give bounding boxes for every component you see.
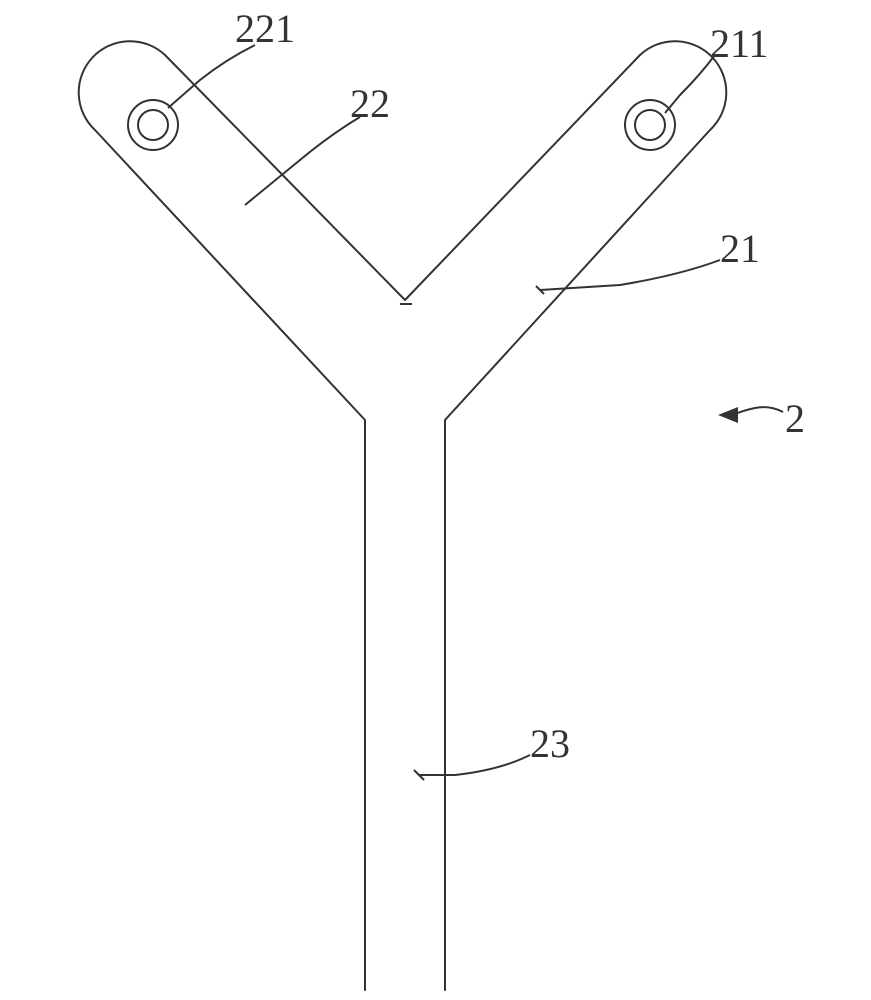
leader-2-curve [735, 407, 783, 414]
leader-23 [419, 755, 530, 775]
left-hole-outer [128, 100, 178, 150]
leader-211 [665, 55, 715, 113]
diagram-svg [0, 0, 871, 1000]
leader-2-arrowhead [718, 407, 738, 423]
leader-22 [245, 117, 360, 205]
label-21: 21 [720, 225, 760, 272]
label-211: 211 [710, 20, 769, 67]
left-hole-inner [138, 110, 168, 140]
right-hole-outer [625, 100, 675, 150]
y-body-outline [79, 41, 727, 990]
label-23: 23 [530, 720, 570, 767]
leader-221 [168, 45, 255, 108]
right-hole-inner [635, 110, 665, 140]
label-221: 221 [235, 5, 295, 52]
label-22: 22 [350, 80, 390, 127]
label-2: 2 [785, 395, 805, 442]
